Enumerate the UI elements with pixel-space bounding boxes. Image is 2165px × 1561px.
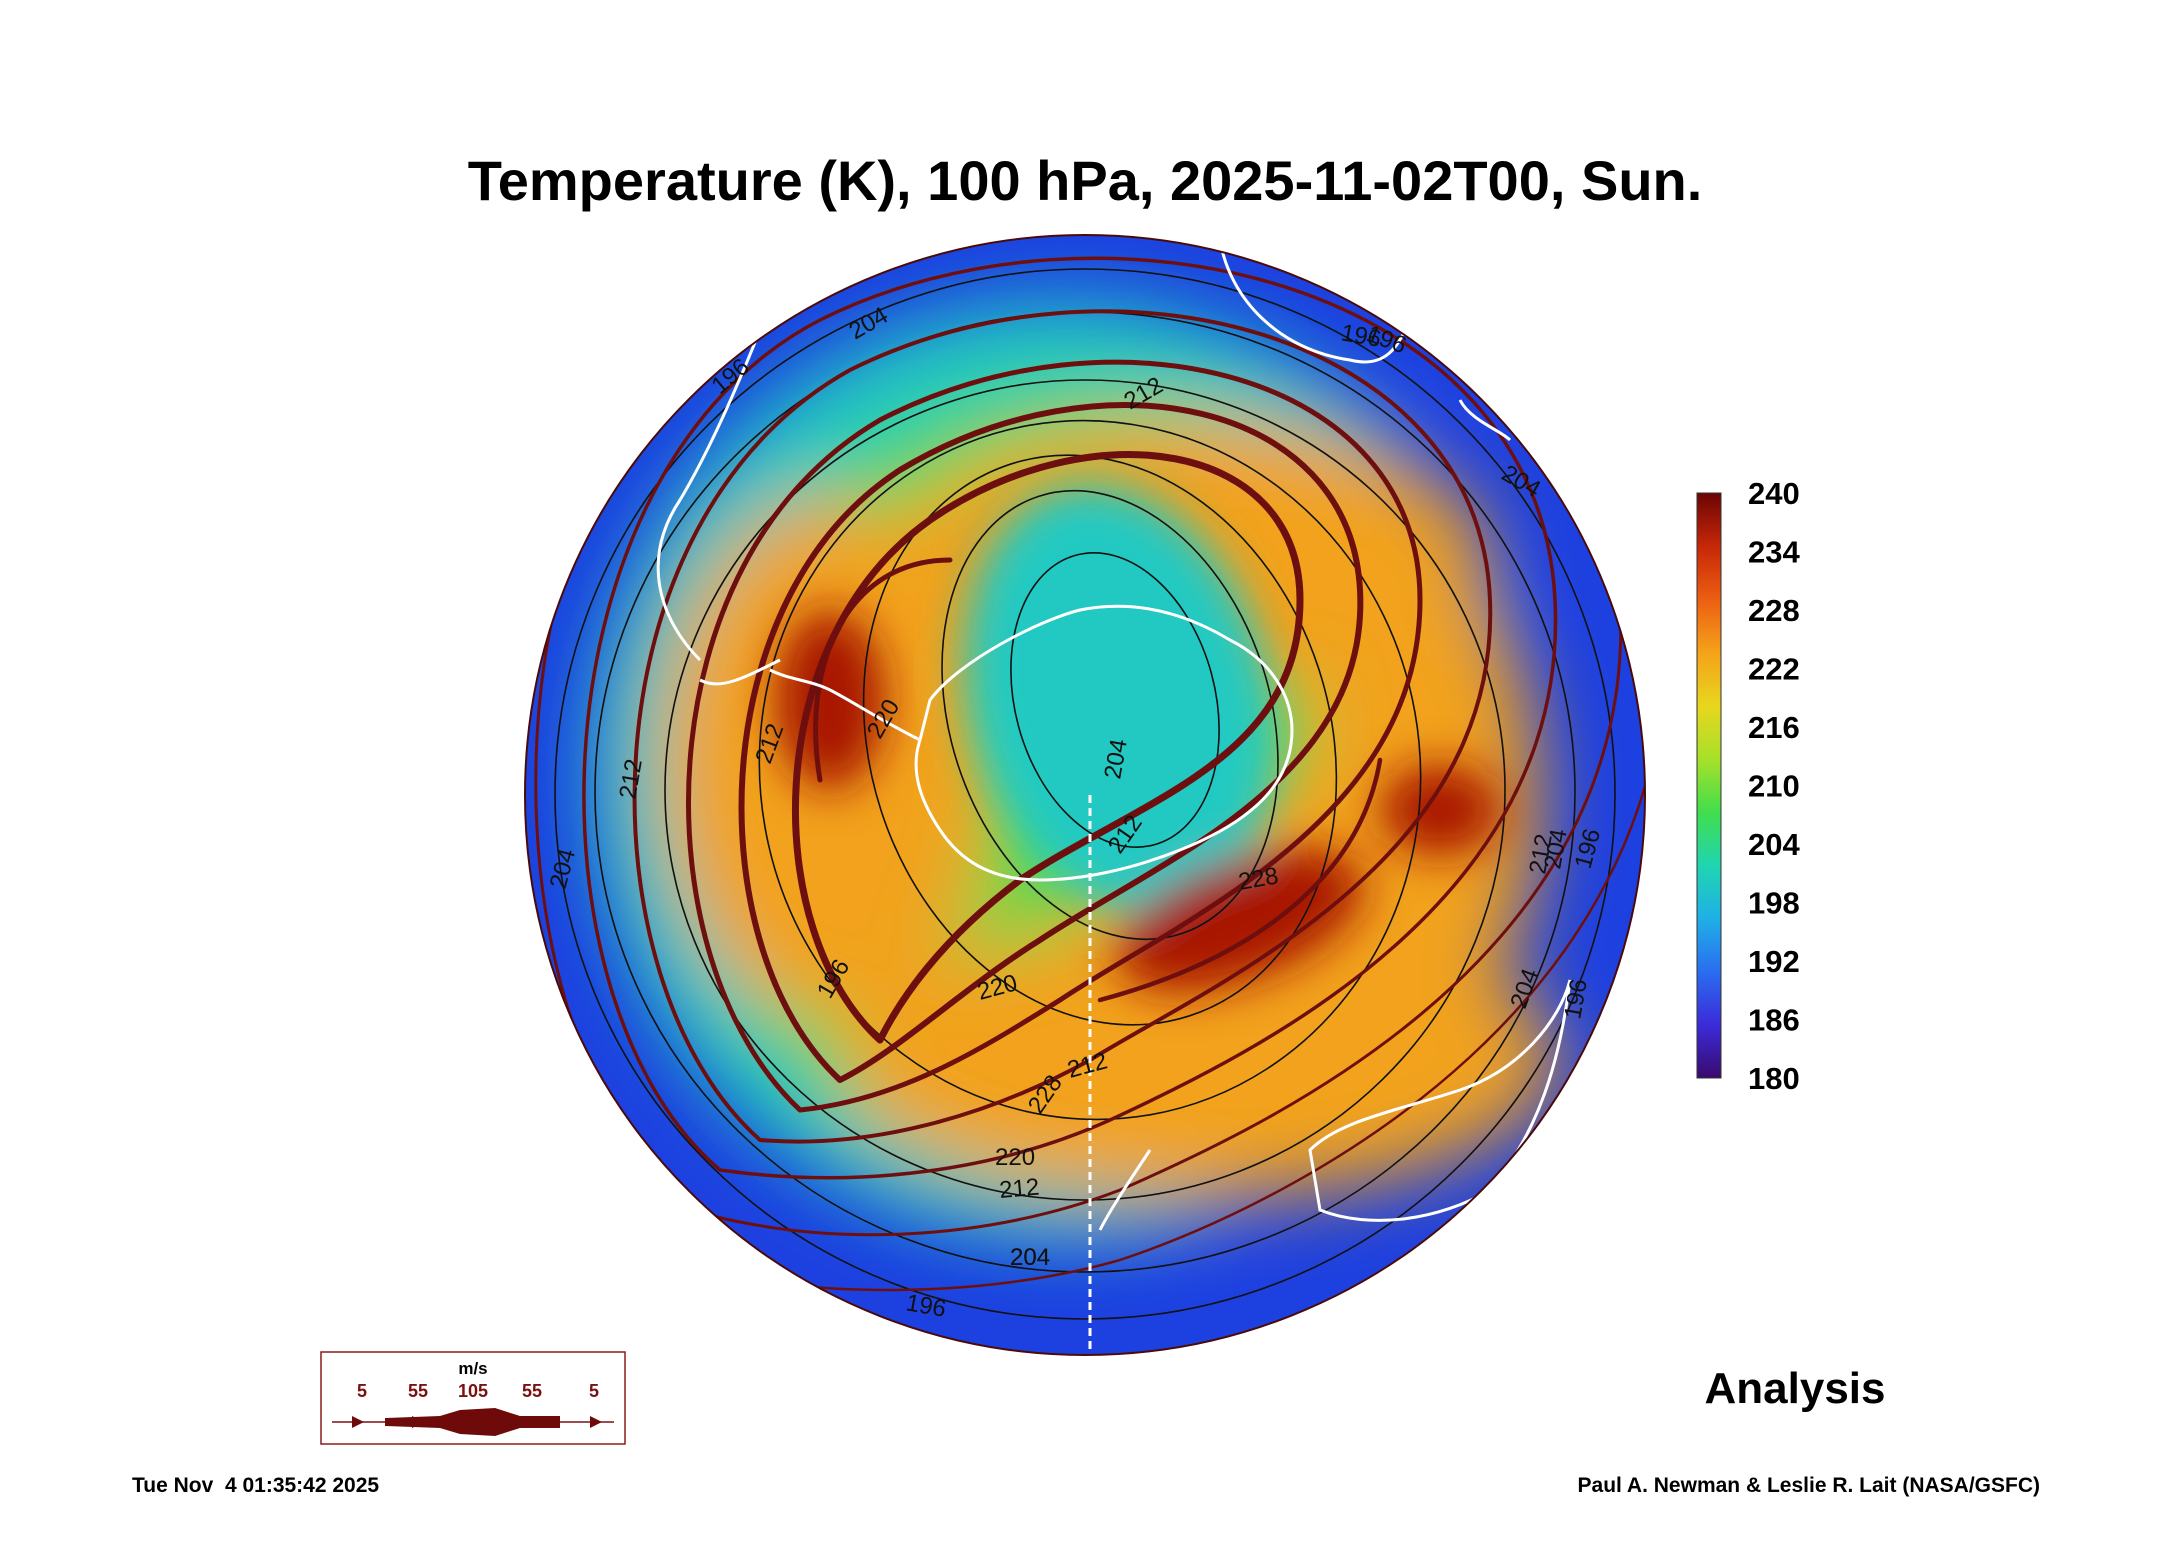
contour-line <box>941 489 1279 941</box>
analysis-label: Analysis <box>1705 1364 1886 1413</box>
wind-legend-arrowhead <box>532 1416 544 1428</box>
coastlines <box>656 239 1572 1355</box>
contour-line <box>758 419 1422 1121</box>
contour-line <box>554 268 1616 1320</box>
australia-coastline <box>1308 979 1572 1222</box>
streamline <box>632 309 1493 1144</box>
streamline <box>791 451 1304 1044</box>
credit: Paul A. Newman & Leslie R. Lait (NASA/GS… <box>1578 1474 2040 1497</box>
wind-legend-label: 5 <box>357 1381 367 1401</box>
cool-polar-vortex-core <box>964 483 1276 917</box>
streamline <box>738 402 1364 1083</box>
colorbar-tick-label: 204 <box>1748 827 1800 862</box>
colorbar-tick-label: 240 <box>1748 476 1800 511</box>
antarctica-coastline <box>914 604 1294 882</box>
hot-spot-southeast <box>1116 848 1364 992</box>
wind-legend-arrowhead <box>412 1416 424 1428</box>
wind-legend-label: 5 <box>589 1381 599 1401</box>
colorbar-tick-label: 216 <box>1748 710 1800 745</box>
contour-line <box>1010 552 1220 848</box>
colorbar-ticks: 240 234 228 222 216 210 204 198 192 186 180 <box>1748 476 1800 1096</box>
contour-label: 212 <box>998 1174 1040 1204</box>
colorbar-tick-label: 234 <box>1748 535 1800 570</box>
map-disk-border <box>524 234 1646 1356</box>
colorbar-tick-label: 210 <box>1748 769 1800 804</box>
streamline <box>1097 757 1383 1003</box>
polar-temperature-map: 2041962122122202042122282122282202122041… <box>524 234 1646 1356</box>
new-zealand-coastline <box>1098 1149 1152 1231</box>
colorbar-tick-label: 222 <box>1748 652 1800 687</box>
south-america-tip-coastline <box>699 658 781 686</box>
chart-title: Temperature (K), 100 hPa, 2025-11-02T00,… <box>468 149 1703 212</box>
colorbar-tick-label: 180 <box>1748 1061 1800 1096</box>
wind-legend-label: 55 <box>408 1381 428 1401</box>
contour-line <box>664 379 1506 1201</box>
colorbar: 240 234 228 222 216 210 204 198 192 186 180 <box>1696 476 1800 1096</box>
wind-legend-arrowhead <box>590 1416 602 1428</box>
streamline <box>582 256 1558 1180</box>
wind-legend-label: 105 <box>458 1381 488 1401</box>
contour-line <box>862 454 1338 1026</box>
wind-legend-label: 55 <box>522 1381 542 1401</box>
contour-label: 204 <box>1010 1244 1050 1271</box>
africa-coastline <box>1218 239 1412 364</box>
madagascar-coastline <box>1458 399 1512 442</box>
contour-label: 204 <box>1010 1244 1050 1271</box>
colorbar-tick-label: 186 <box>1748 1003 1800 1038</box>
wind-legend-arrow-shape <box>385 1408 560 1436</box>
wind-speed-legend: m/s 5 55 105 55 5 <box>320 1351 626 1445</box>
colorbar-tick-label: 198 <box>1748 886 1800 921</box>
contour-label: 220 <box>995 1144 1035 1171</box>
timestamp: Tue Nov 4 01:35:42 2025 <box>132 1474 379 1497</box>
streamline <box>686 359 1423 1113</box>
streamline <box>813 557 953 783</box>
colorbar-tick-label: 228 <box>1748 593 1800 628</box>
hot-spot-east <box>1380 765 1500 855</box>
colorbar-gradient <box>1696 492 1722 1079</box>
wind-legend-unit: m/s <box>458 1359 487 1378</box>
wind-legend-arrowhead <box>352 1416 364 1428</box>
antarctic-peninsula-coastline <box>769 668 921 742</box>
south-america-coastline <box>656 329 762 662</box>
colorbar-tick-label: 192 <box>1748 944 1800 979</box>
